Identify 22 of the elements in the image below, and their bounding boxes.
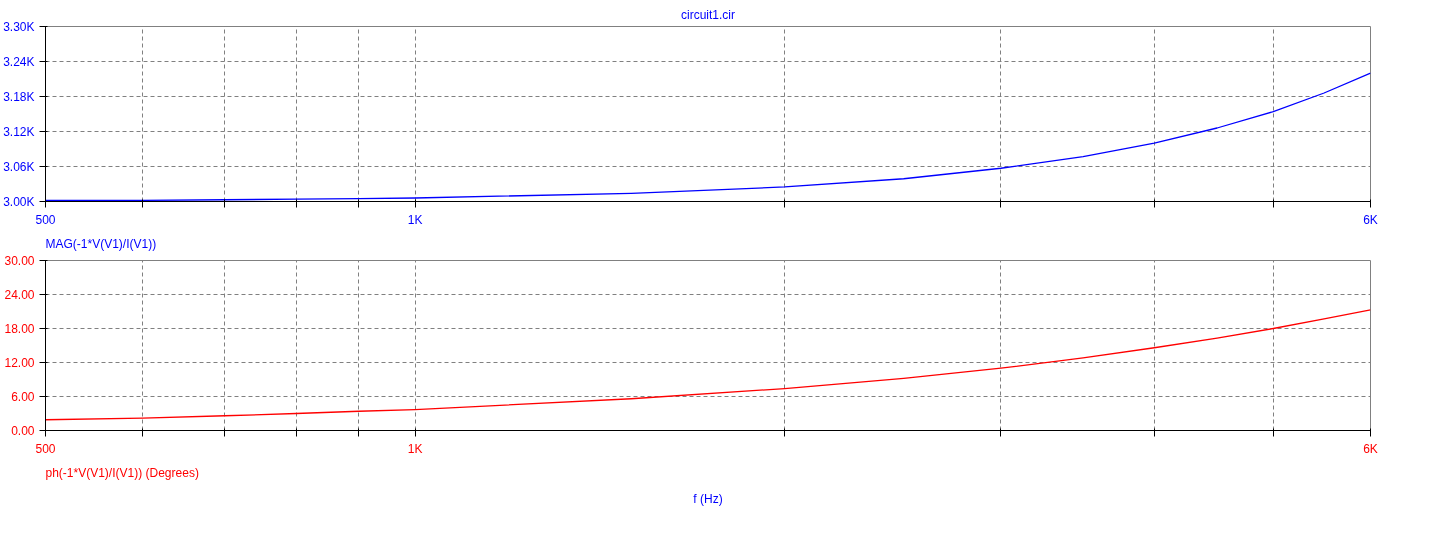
y-tick-label: 6.00 xyxy=(11,390,35,404)
x-tick-label: 1K xyxy=(407,441,423,456)
y-tick-label: 3.06K xyxy=(3,159,35,174)
x-tick-label: 500 xyxy=(35,212,56,227)
y-tick-label: 3.18K xyxy=(3,89,35,104)
y-tick-label: 18.00 xyxy=(4,322,35,336)
x-tick-label: 6K xyxy=(1363,212,1378,227)
x-tick-label: 6K xyxy=(1363,441,1378,456)
y-tick-label: 3.24K xyxy=(3,54,35,69)
x-tick-label: 1K xyxy=(407,212,423,227)
y-tick-label: 30.00 xyxy=(4,254,35,268)
text: ph(-1*V(V1)/I(V1)) (Degrees) xyxy=(45,465,199,480)
x-axis-title: f (Hz) xyxy=(693,491,723,506)
text: MAG(-1*V(V1)/I(V1)) xyxy=(45,236,157,251)
y-tick-label: 3.00K xyxy=(3,194,35,209)
y-tick-label: 12.00 xyxy=(4,356,35,370)
y-tick-label: 24.00 xyxy=(4,288,35,302)
y-tick-label: 0.00 xyxy=(11,424,35,438)
x-tick-label: 500 xyxy=(35,441,56,456)
y-tick-label: 3.30K xyxy=(3,19,35,34)
y-tick-label: 3.12K xyxy=(3,124,35,139)
chart-title: circuit1.cir xyxy=(681,7,736,22)
